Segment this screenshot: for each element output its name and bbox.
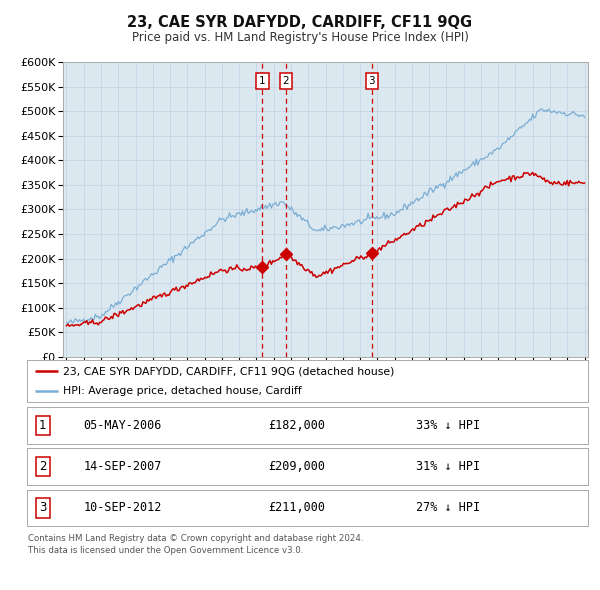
Text: £209,000: £209,000 — [268, 460, 325, 473]
Text: 23, CAE SYR DAFYDD, CARDIFF, CF11 9QG (detached house): 23, CAE SYR DAFYDD, CARDIFF, CF11 9QG (d… — [64, 366, 395, 376]
Text: 1: 1 — [39, 419, 46, 432]
Text: 14-SEP-2007: 14-SEP-2007 — [83, 460, 161, 473]
Text: £182,000: £182,000 — [268, 419, 325, 432]
Text: 05-MAY-2006: 05-MAY-2006 — [83, 419, 161, 432]
Text: This data is licensed under the Open Government Licence v3.0.: This data is licensed under the Open Gov… — [28, 546, 304, 555]
Text: 27% ↓ HPI: 27% ↓ HPI — [416, 502, 480, 514]
Text: 10-SEP-2012: 10-SEP-2012 — [83, 502, 161, 514]
Text: 23, CAE SYR DAFYDD, CARDIFF, CF11 9QG: 23, CAE SYR DAFYDD, CARDIFF, CF11 9QG — [127, 15, 473, 30]
Text: £211,000: £211,000 — [268, 502, 325, 514]
Text: HPI: Average price, detached house, Cardiff: HPI: Average price, detached house, Card… — [64, 386, 302, 396]
Text: 1: 1 — [259, 76, 266, 86]
Text: 33% ↓ HPI: 33% ↓ HPI — [416, 419, 480, 432]
Text: 3: 3 — [368, 76, 375, 86]
Text: 3: 3 — [39, 502, 46, 514]
Text: Price paid vs. HM Land Registry's House Price Index (HPI): Price paid vs. HM Land Registry's House … — [131, 31, 469, 44]
Text: Contains HM Land Registry data © Crown copyright and database right 2024.: Contains HM Land Registry data © Crown c… — [28, 534, 364, 543]
Text: 31% ↓ HPI: 31% ↓ HPI — [416, 460, 480, 473]
Text: 2: 2 — [283, 76, 289, 86]
Text: 2: 2 — [39, 460, 46, 473]
